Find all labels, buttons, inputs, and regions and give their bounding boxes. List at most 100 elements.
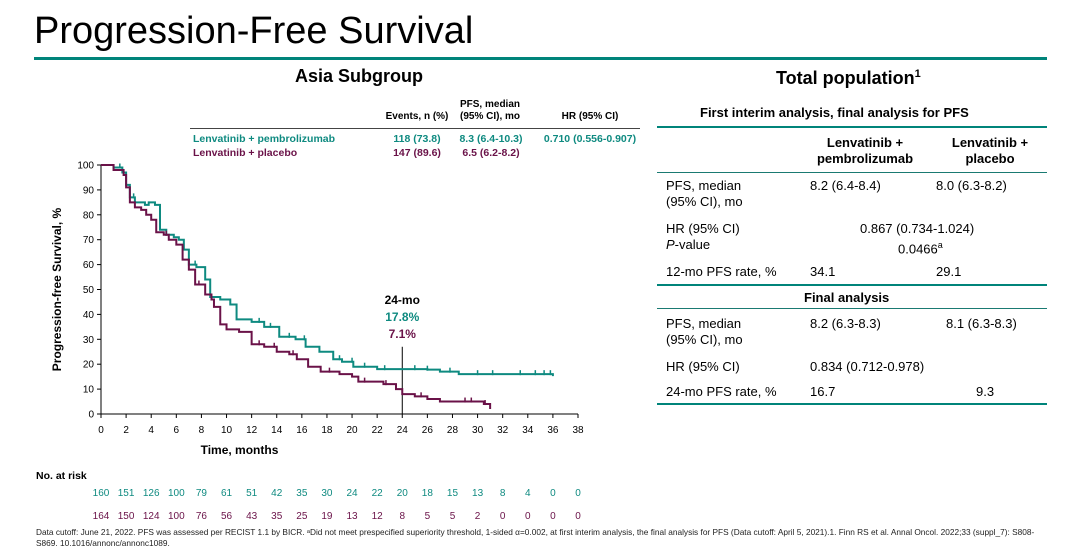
x-tick-label: 26 — [422, 425, 434, 436]
risk-value-placebo: 150 — [117, 511, 135, 522]
interim-hr-label: HR (95% CI) — [666, 221, 740, 236]
y-tick-label: 80 — [83, 210, 95, 221]
final-header-rule — [657, 308, 1047, 309]
interim-p-label: P-value — [666, 237, 710, 253]
risk-value-placebo: 0 — [525, 511, 531, 522]
p-italic: P — [666, 237, 675, 252]
y-axis-label: Progression-free Survival, % — [50, 207, 64, 371]
series-placebo-line — [101, 164, 492, 410]
hr-column-header: HR (95% CI) — [545, 111, 635, 123]
x-tick-label: 36 — [547, 425, 559, 436]
x-tick-label: 28 — [447, 425, 459, 436]
risk-value-pembrolizumab: 22 — [371, 488, 383, 499]
table-top-rule — [657, 126, 1047, 128]
x-tick-label: 32 — [497, 425, 509, 436]
y-tick-label: 50 — [83, 285, 95, 296]
y-tick-label: 20 — [83, 360, 95, 371]
y-tick-label: 40 — [83, 310, 95, 321]
x-tick-label: 18 — [321, 425, 333, 436]
risk-value-pembrolizumab: 42 — [271, 488, 283, 499]
p-label-rest: -value — [674, 237, 711, 252]
col-head-b-line1: Lenvatinib + — [951, 135, 1029, 150]
risk-value-pembrolizumab: 151 — [117, 488, 135, 499]
x-tick-label: 20 — [346, 425, 358, 436]
pfs-header-line1: PFS, median — [459, 99, 520, 110]
legend-label-pembrolizumab: Lenvatinib + pembrolizumab — [193, 133, 336, 145]
risk-value-pembrolizumab: 160 — [92, 488, 110, 499]
hr-header-text: HR (95% CI) — [561, 111, 619, 122]
y-tick-label: 90 — [83, 185, 95, 196]
risk-value-pembrolizumab: 35 — [296, 488, 308, 499]
risk-value-placebo: 12 — [371, 511, 383, 522]
interim-subtitle: First interim analysis, final analysis f… — [700, 105, 969, 120]
risk-value-pembrolizumab: 8 — [499, 488, 506, 499]
events-header-text: Events, n (%) — [385, 111, 449, 122]
pfs-placebo: 6.5 (6.2-8.2) — [462, 147, 520, 159]
risk-value-placebo: 2 — [474, 511, 481, 522]
annotation-24mo-title: 24-mo — [385, 293, 420, 307]
risk-value-placebo: 124 — [142, 511, 160, 522]
risk-value-placebo: 43 — [246, 511, 258, 522]
x-tick-label: 6 — [174, 425, 180, 436]
final-rate-b: 9.3 — [976, 384, 995, 399]
legend-label-placebo: Lenvatinib + placebo — [193, 147, 298, 159]
y-tick-label: 60 — [83, 260, 95, 271]
total-title-text: Total population — [776, 68, 915, 88]
footnote: Data cutoff: June 21, 2022. PFS was asse… — [36, 527, 1035, 548]
pfs-header-line2: (95% CI), mo — [459, 111, 520, 122]
col-head-b-line2: placebo — [965, 151, 1015, 166]
risk-value-pembrolizumab: 51 — [246, 488, 258, 499]
interim-pfs-label-1: PFS, median — [666, 178, 742, 193]
header-rule — [657, 172, 1047, 173]
risk-value-pembrolizumab: 30 — [321, 488, 333, 499]
col-head-pembrolizumab: Lenvatinib + pembrolizumab — [810, 135, 920, 167]
risk-value-placebo: 100 — [167, 511, 185, 522]
col-head-placebo: Lenvatinib + placebo — [940, 135, 1040, 167]
risk-table-label: No. at risk — [36, 470, 87, 482]
risk-value-pembrolizumab: 126 — [142, 488, 160, 499]
final-rate-label: 24-mo PFS rate, % — [666, 384, 777, 399]
risk-value-placebo: 19 — [321, 511, 333, 522]
x-tick-label: 4 — [148, 425, 154, 436]
x-tick-label: 16 — [296, 425, 308, 436]
risk-value-pembrolizumab: 24 — [346, 488, 358, 499]
interim-pfs-label-2: (95% CI), mo — [666, 194, 743, 209]
risk-value-placebo: 0 — [550, 511, 556, 522]
risk-value-pembrolizumab: 79 — [195, 488, 207, 499]
risk-value-placebo: 76 — [195, 511, 207, 522]
y-tick-label: 100 — [77, 161, 94, 172]
risk-value-pembrolizumab: 61 — [220, 488, 233, 499]
interim-p-value: 0.0466a — [898, 237, 943, 257]
y-tick-label: 10 — [83, 385, 95, 396]
risk-value-pembrolizumab: 15 — [446, 488, 459, 499]
interim-pfs-label: PFS, median (95% CI), mo — [666, 178, 743, 210]
x-tick-label: 14 — [271, 425, 283, 436]
page-title: Progression-Free Survival — [34, 10, 474, 52]
risk-value-placebo: 25 — [296, 511, 308, 522]
risk-value-placebo: 164 — [92, 511, 110, 522]
final-rate-a: 16.7 — [810, 384, 836, 399]
x-tick-label: 0 — [98, 425, 104, 436]
hr-asia: 0.710 (0.556-0.907) — [543, 133, 637, 145]
events-pembrolizumab: 118 (73.8) — [393, 133, 441, 145]
x-axis-label: Time, months — [201, 443, 279, 457]
total-title-ref: 1 — [914, 68, 921, 80]
asia-subgroup-title: Asia Subgroup — [295, 66, 424, 86]
risk-value-placebo: 5 — [424, 511, 431, 522]
p-value-footnote-ref: a — [937, 240, 943, 250]
risk-value-pembrolizumab: 100 — [167, 488, 185, 499]
x-tick-label: 10 — [221, 425, 233, 436]
final-top-rule — [657, 284, 1047, 286]
final-pfs-b: 8.1 (6.3-8.3) — [946, 316, 1017, 331]
risk-value-pembrolizumab: 20 — [396, 488, 408, 499]
risk-value-pembrolizumab: 0 — [575, 488, 581, 499]
interim-pfs-b: 8.0 (6.3-8.2) — [936, 178, 1007, 193]
risk-value-placebo: 35 — [271, 511, 283, 522]
interim-rate-b: 29.1 — [936, 264, 962, 279]
final-analysis-title: Final analysis — [804, 290, 890, 305]
final-pfs-label-2: (95% CI), mo — [666, 332, 743, 347]
x-tick-label: 24 — [397, 425, 409, 436]
risk-value-pembrolizumab: 13 — [472, 488, 484, 499]
final-hr-value: 0.834 (0.712-0.978) — [810, 359, 925, 374]
